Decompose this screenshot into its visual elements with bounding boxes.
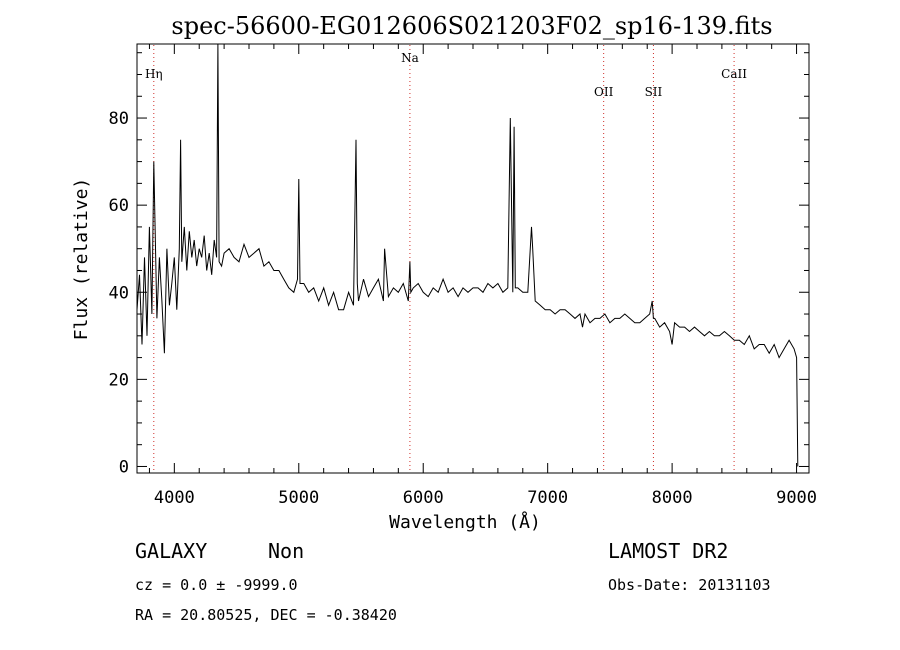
y-axis-label: Flux (relative) <box>71 178 92 341</box>
spectrum-series <box>136 43 799 467</box>
object-subclass: Non <box>268 539 304 563</box>
line-label-1: Na <box>401 51 419 65</box>
spectrum-line-0 <box>136 43 799 467</box>
line-label-0: Hη <box>145 67 163 81</box>
spectral-line-markers: Hη Na OII SII CaII <box>145 45 747 472</box>
survey-name: LAMOST DR2 <box>608 539 728 563</box>
y-tick-label: 0 <box>119 457 129 477</box>
chart-title: spec-56600-EG012606S021203F02_sp16-139.f… <box>171 12 772 40</box>
x-tick-label: 8000 <box>652 488 693 508</box>
y-tick-label: 20 <box>109 370 129 390</box>
ra-dec-coords: RA = 20.80525, DEC = -0.38420 <box>135 606 397 624</box>
x-tick-label: 9000 <box>776 488 817 508</box>
x-axis-label: Wavelength (Å) <box>389 511 541 533</box>
object-class: GALAXY <box>135 539 207 563</box>
line-label-4: CaII <box>721 67 747 81</box>
x-tick-label: 4000 <box>154 488 195 508</box>
y-tick-label: 60 <box>109 196 129 216</box>
line-label-3: SII <box>645 85 663 99</box>
redshift-cz: cz = 0.0 ± -9999.0 <box>135 576 298 594</box>
plot-frame <box>136 43 810 474</box>
x-tick-label: 7000 <box>527 488 568 508</box>
axis-ticks: 4000 5000 6000 7000 8000 9000 0 20 40 60 80 <box>109 44 817 508</box>
x-tick-label: 5000 <box>278 488 319 508</box>
x-tick-label: 6000 <box>403 488 444 508</box>
obs-date: Obs-Date: 20131103 <box>608 576 771 594</box>
y-tick-label: 80 <box>109 109 129 129</box>
y-tick-label: 40 <box>109 283 129 303</box>
line-label-2: OII <box>594 85 614 99</box>
